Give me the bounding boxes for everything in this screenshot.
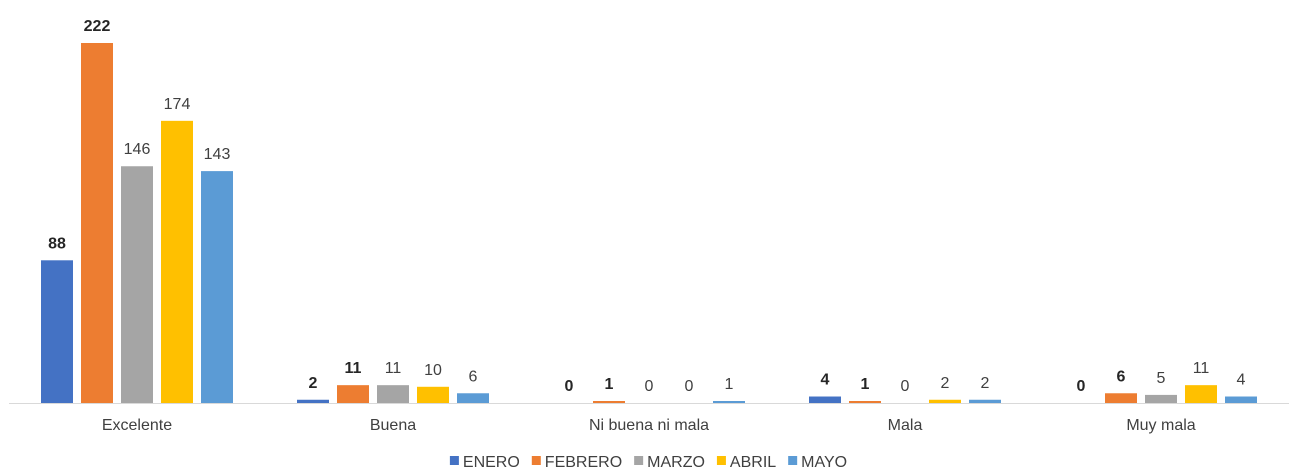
value-label-marzo-1: 146 xyxy=(124,141,151,158)
value-label-enero-2: 2 xyxy=(309,375,318,392)
bar-febrero-2 xyxy=(337,385,369,403)
value-label-abril-2: 10 xyxy=(424,362,442,379)
value-label-abril-5: 11 xyxy=(1193,360,1210,377)
value-label-febrero-1: 222 xyxy=(84,18,111,35)
legend-swatch xyxy=(634,456,644,465)
legend-swatch xyxy=(531,456,541,465)
value-label-febrero-5: 6 xyxy=(1117,368,1126,385)
legend-label: MARZO xyxy=(647,454,705,471)
bar-marzo-1 xyxy=(121,166,153,403)
bars-group xyxy=(41,43,1257,404)
value-label-mayo-3: 1 xyxy=(725,376,734,393)
legend-swatch xyxy=(716,456,726,465)
bar-mayo-3 xyxy=(713,401,745,403)
bar-mayo-1 xyxy=(201,171,233,403)
bar-abril-2 xyxy=(417,386,449,403)
value-label-abril-3: 0 xyxy=(685,378,694,395)
bar-abril-5 xyxy=(1185,385,1217,403)
value-label-marzo-5: 5 xyxy=(1157,370,1166,387)
value-label-marzo-3: 0 xyxy=(645,378,654,395)
value-label-mayo-1: 143 xyxy=(204,146,231,163)
value-label-enero-5: 0 xyxy=(1077,378,1086,395)
value-label-febrero-4: 1 xyxy=(861,376,870,393)
bar-enero-1 xyxy=(41,260,73,403)
bar-mayo-2 xyxy=(457,393,489,403)
value-label-febrero-3: 1 xyxy=(605,376,614,393)
category-label: Buena xyxy=(370,417,416,434)
bar-enero-2 xyxy=(297,399,329,403)
value-label-marzo-4: 0 xyxy=(901,378,910,395)
legend-item-abril: ABRIL xyxy=(716,454,776,471)
bar-febrero-1 xyxy=(81,43,113,403)
legend-label: ENERO xyxy=(463,454,520,471)
bar-febrero-3 xyxy=(593,401,625,403)
value-label-marzo-2: 11 xyxy=(385,360,402,377)
value-label-mayo-2: 6 xyxy=(469,368,478,385)
category-label: Ni buena ni mala xyxy=(589,417,709,434)
legend-label: MAYO xyxy=(801,454,847,471)
legend-item-enero: ENERO xyxy=(449,454,520,471)
bar-marzo-2 xyxy=(377,385,409,403)
legend-label: FEBRERO xyxy=(545,454,622,471)
legend-item-febrero: FEBRERO xyxy=(531,454,622,471)
legend-item-marzo: MARZO xyxy=(634,454,705,471)
bar-marzo-5 xyxy=(1145,394,1177,403)
bar-mayo-4 xyxy=(969,399,1001,403)
bar-abril-4 xyxy=(929,399,961,403)
category-label: Mala xyxy=(888,417,923,434)
value-label-enero-3: 0 xyxy=(565,378,574,395)
legend-item-mayo: MAYO xyxy=(788,454,847,471)
legend: ENERO FEBRERO MARZO ABRIL MAYO xyxy=(449,454,847,471)
category-label: Muy mala xyxy=(1126,417,1195,434)
legend-label: ABRIL xyxy=(730,454,776,471)
category-label: Excelente xyxy=(102,417,172,434)
value-label-mayo-5: 4 xyxy=(1237,372,1246,389)
legend-swatch xyxy=(449,456,459,465)
value-label-mayo-4: 2 xyxy=(981,375,990,392)
bar-enero-4 xyxy=(809,396,841,403)
value-label-enero-1: 88 xyxy=(48,235,66,252)
value-label-abril-1: 174 xyxy=(164,96,191,113)
bar-febrero-4 xyxy=(849,401,881,403)
value-label-abril-4: 2 xyxy=(941,375,950,392)
bar-abril-1 xyxy=(161,120,193,404)
bar-febrero-5 xyxy=(1105,393,1137,403)
bar-mayo-5 xyxy=(1225,396,1257,403)
value-label-enero-4: 4 xyxy=(821,372,830,389)
legend-swatch xyxy=(788,456,798,465)
value-label-febrero-2: 11 xyxy=(345,360,362,377)
category-labels-group: Excelente Buena Ni buena ni mala Mala Muy ma… xyxy=(102,417,1196,434)
